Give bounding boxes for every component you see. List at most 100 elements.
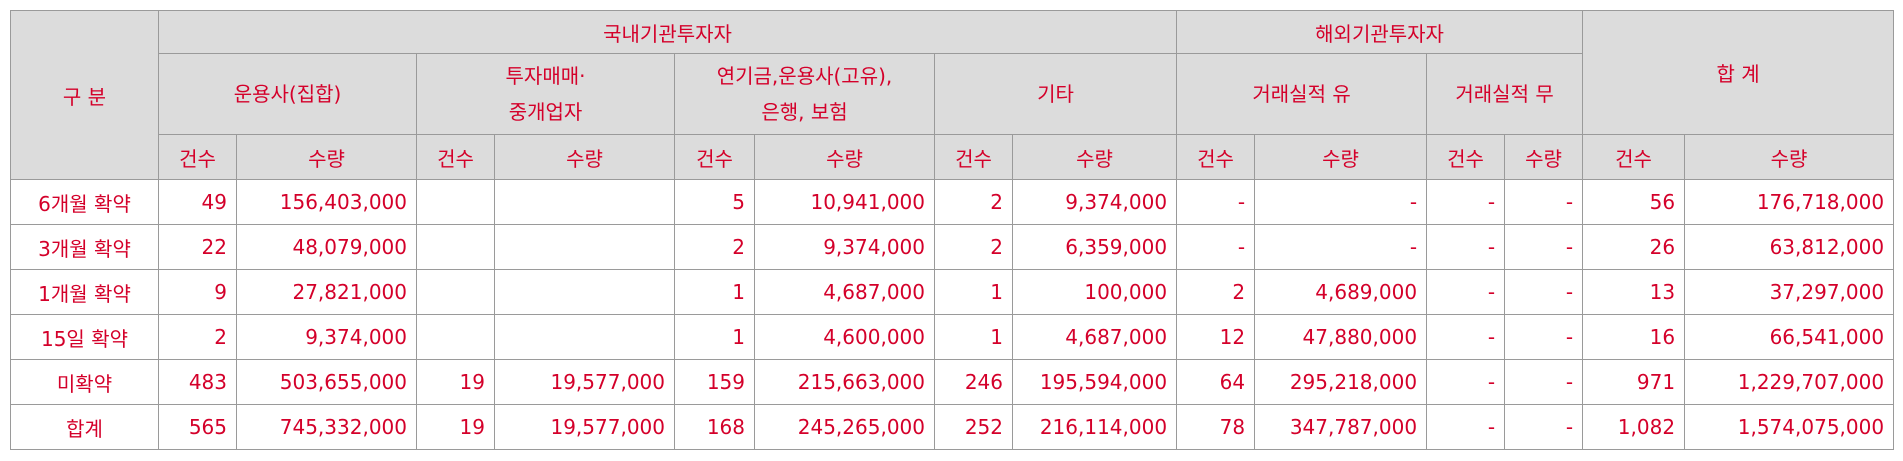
table-cell: - <box>1426 359 1506 405</box>
table-cell: 4,687,000 <box>754 269 935 315</box>
row-label: 1개월 확약 <box>10 269 159 315</box>
pension-header-line1: 연기금,운용사(고유), <box>716 64 893 88</box>
table-cell: 9,374,000 <box>236 314 417 360</box>
table-cell: 63,812,000 <box>1684 224 1895 270</box>
table-cell: - <box>1504 179 1584 225</box>
table-cell: - <box>1426 269 1506 315</box>
table-cell: 4,689,000 <box>1254 269 1428 315</box>
table-cell: 216,114,000 <box>1011 404 1178 450</box>
table-cell: - <box>1426 314 1506 360</box>
category-header: 구 분 <box>10 10 159 180</box>
table-cell <box>494 314 675 360</box>
table-row: 합계 565 745,332,000 19 19,577,000 168 245,265,0… <box>10 404 1895 450</box>
table-cell: 19,577,000 <box>494 359 675 405</box>
other-header: 기타 <box>933 53 1178 135</box>
table-cell: 47,880,000 <box>1254 314 1428 360</box>
table-body: 6개월 확약 49 156,403,000 5 10,941,000 2 9,374,000… <box>10 179 1895 450</box>
table-cell: 503,655,000 <box>236 359 417 405</box>
table-cell: 22 <box>158 224 237 270</box>
table-cell: 2 <box>934 224 1013 270</box>
table-cell: - <box>1426 404 1506 450</box>
table-cell <box>416 314 495 360</box>
count-header: 건수 <box>1582 134 1686 180</box>
table-cell: 176,718,000 <box>1684 179 1895 225</box>
table-row: 1개월 확약 9 27,821,000 1 4,687,000 1 100,000 2 4,68… <box>10 269 1895 315</box>
table-cell: - <box>1504 269 1584 315</box>
table-cell: 1,082 <box>1582 404 1686 450</box>
table-cell: 159 <box>674 359 755 405</box>
table-cell: 1 <box>934 314 1013 360</box>
table-row: 미확약 483 503,655,000 19 19,577,000 159 215,663,… <box>10 359 1895 405</box>
pension-bank-header: 연기금,운용사(고유), 은행, 보험 <box>674 53 935 135</box>
table-cell: 5 <box>674 179 755 225</box>
table-cell: - <box>1254 224 1428 270</box>
table-cell: 78 <box>1176 404 1256 450</box>
table-cell: 195,594,000 <box>1011 359 1178 405</box>
quantity-header: 수량 <box>1504 134 1584 180</box>
count-header: 건수 <box>1176 134 1256 180</box>
quantity-header: 수량 <box>1684 134 1895 180</box>
table-cell: - <box>1254 179 1428 225</box>
table-cell: 48,079,000 <box>236 224 417 270</box>
table-cell: 215,663,000 <box>754 359 935 405</box>
table-cell: - <box>1426 224 1506 270</box>
table-cell: 745,332,000 <box>236 404 417 450</box>
row-label: 15일 확약 <box>10 314 159 360</box>
dealer-header-line2: 중개업자 <box>508 100 583 124</box>
count-header: 건수 <box>934 134 1013 180</box>
table-cell: 9,374,000 <box>754 224 935 270</box>
table-cell: 10,941,000 <box>754 179 935 225</box>
table-cell <box>416 269 495 315</box>
quantity-header: 수량 <box>236 134 417 180</box>
total-header: 합 계 <box>1582 10 1895 135</box>
table-cell: 9 <box>158 269 237 315</box>
table-cell: 12 <box>1176 314 1256 360</box>
table-cell: - <box>1504 359 1584 405</box>
table-cell: 100,000 <box>1011 269 1178 315</box>
table-cell: 1,574,075,000 <box>1684 404 1895 450</box>
dealer-broker-header: 투자매매· 중개업자 <box>416 53 675 135</box>
quantity-header: 수량 <box>754 134 935 180</box>
table-cell: 56 <box>1582 179 1686 225</box>
table-cell <box>416 179 495 225</box>
table-cell: 252 <box>934 404 1013 450</box>
header-row-3: 건수 수량 건수 수량 건수 수량 건수 수량 건수 수량 건수 수량 건수 수… <box>11 134 1895 180</box>
table-cell: 13 <box>1582 269 1686 315</box>
table-cell: 4,600,000 <box>754 314 935 360</box>
count-header: 건수 <box>416 134 495 180</box>
table-cell: 26 <box>1582 224 1686 270</box>
table-cell: 16 <box>1582 314 1686 360</box>
table-cell: 565 <box>158 404 237 450</box>
table-cell: 295,218,000 <box>1254 359 1428 405</box>
table-cell: 37,297,000 <box>1684 269 1895 315</box>
table-cell: - <box>1504 404 1584 450</box>
table-cell: 2 <box>158 314 237 360</box>
table-cell: 2 <box>1176 269 1256 315</box>
pension-header-line2: 은행, 보험 <box>761 100 848 124</box>
table-cell <box>494 269 675 315</box>
table-cell: - <box>1504 224 1584 270</box>
table-row: 3개월 확약 22 48,079,000 2 9,374,000 2 6,359,000- -… <box>10 224 1895 270</box>
table-cell: 168 <box>674 404 755 450</box>
table-cell <box>416 224 495 270</box>
table-row: 15일 확약 2 9,374,000 1 4,600,000 1 4,687,000 12 47… <box>10 314 1895 360</box>
row-label: 6개월 확약 <box>10 179 159 225</box>
row-label: 합계 <box>10 404 159 450</box>
table-cell: 971 <box>1582 359 1686 405</box>
table-row: 6개월 확약 49 156,403,000 5 10,941,000 2 9,374,000… <box>10 179 1895 225</box>
table-cell: - <box>1176 179 1256 225</box>
table-cell: 66,541,000 <box>1684 314 1895 360</box>
dealer-header-line1: 투자매매· <box>505 64 586 88</box>
header-row-1: 구 분 국내기관투자자 해외기관투자자 합 계 <box>10 10 1895 180</box>
table-cell: - <box>1426 179 1506 225</box>
count-header: 건수 <box>158 134 237 180</box>
table-cell: 9,374,000 <box>1011 179 1178 225</box>
row-label: 미확약 <box>10 359 159 405</box>
count-header: 건수 <box>674 134 755 180</box>
table-cell: 49 <box>158 179 237 225</box>
table-cell: 19 <box>416 359 495 405</box>
quantity-header: 수량 <box>494 134 675 180</box>
table-cell: 1 <box>674 269 755 315</box>
table-cell: 19,577,000 <box>494 404 675 450</box>
table-cell: 64 <box>1176 359 1256 405</box>
